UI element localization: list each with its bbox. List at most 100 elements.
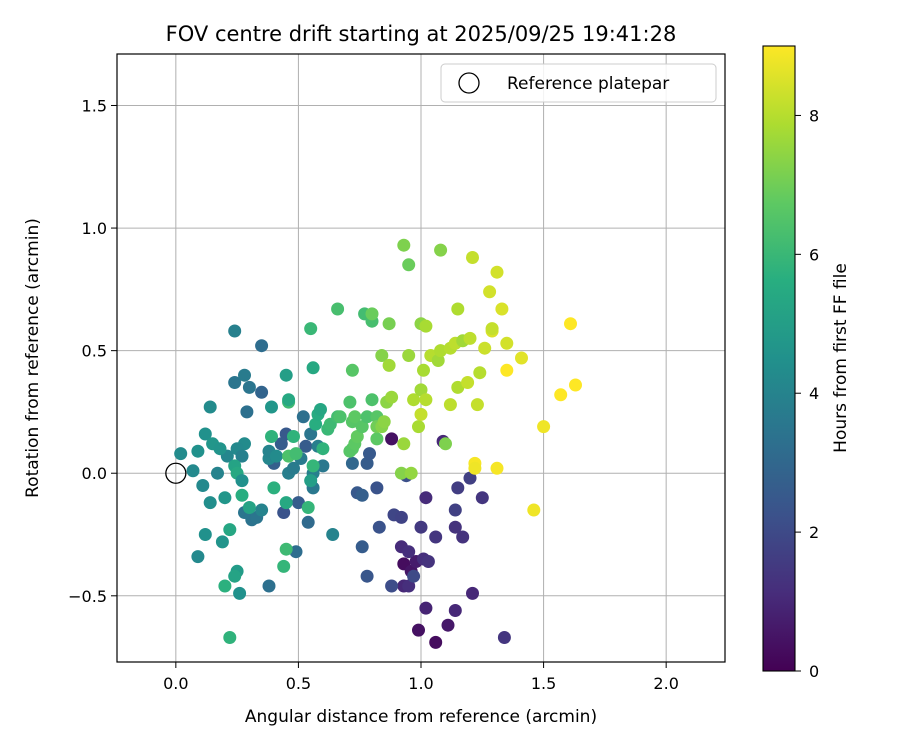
colorbar-tick-label: 8 (809, 106, 819, 125)
scatter-point (304, 427, 318, 441)
scatter-point (345, 363, 359, 377)
scatter-point (419, 491, 433, 505)
scatter-point (456, 530, 470, 544)
x-axis-ticks: 0.0 0.5 1.0 1.5 2.0 (163, 662, 679, 693)
scatter-point (500, 336, 514, 350)
scatter-point (485, 322, 499, 336)
scatter-point (287, 461, 300, 475)
scatter-point (203, 400, 217, 414)
scatter-point (306, 361, 320, 375)
reference-marker-group (165, 462, 187, 484)
legend: Reference platepar (440, 63, 717, 103)
scatter-point (265, 400, 278, 414)
x-axis-label: Angular distance from reference (arcmin) (245, 707, 597, 727)
scatter-point (475, 491, 489, 505)
scatter-point (397, 238, 411, 252)
scatter-point (402, 579, 416, 593)
scatter-point (463, 471, 477, 485)
scatter-point (537, 420, 551, 434)
scatter-point (375, 349, 389, 362)
legend-reference-marker (458, 72, 480, 94)
colorbar-tick-label: 0 (809, 662, 819, 681)
scatter-point (228, 569, 242, 583)
scatter-point (466, 586, 479, 600)
scatter-point (350, 430, 364, 443)
colorbar (762, 45, 796, 672)
scatter-point (363, 447, 376, 461)
chart-title: FOV centre drift starting at 2025/09/25 … (166, 22, 677, 46)
x-tick-label: 1.5 (531, 674, 556, 693)
scatter-point (414, 383, 428, 397)
scatter-point (407, 569, 421, 583)
scatter-point (235, 449, 249, 463)
scatter-point (279, 542, 293, 556)
scatter-point (385, 432, 399, 446)
scatter-point (434, 243, 448, 257)
scatter-point (186, 464, 200, 478)
scatter-point (218, 579, 232, 593)
scatter-point (355, 540, 369, 554)
scatter-point (333, 410, 347, 424)
scatter-point (360, 569, 374, 583)
scatter-point (331, 302, 345, 316)
scatter-point (441, 618, 455, 632)
scatter-point (419, 601, 433, 615)
scatter-point (279, 368, 293, 382)
scatter-point (316, 459, 330, 473)
grid-lines (117, 54, 725, 662)
scatter-point (242, 380, 256, 394)
colorbar-ticks: 0 2 4 6 8 (795, 106, 819, 681)
scatter-point (326, 528, 340, 541)
scatter-point (365, 307, 379, 321)
scatter-point (473, 366, 487, 380)
scatter-point (372, 520, 386, 534)
scatter-point (296, 410, 310, 424)
scatter-point (515, 351, 528, 365)
scatter-point (495, 302, 509, 316)
scatter-point (385, 579, 399, 593)
scatter-point (385, 390, 399, 404)
scatter-point (370, 481, 384, 495)
colorbar-tick-label: 4 (809, 384, 819, 403)
scatter-point (527, 503, 541, 517)
y-tick-label: 1.5 (82, 96, 107, 115)
scatter-point (198, 528, 212, 541)
scatter-point (554, 388, 568, 402)
scatter-point (301, 515, 315, 529)
scatter-point (429, 635, 443, 649)
scatter-point (500, 363, 514, 377)
scatter-point (314, 403, 327, 416)
scatter-point (289, 447, 303, 461)
scatter-point (309, 417, 323, 431)
scatter-point (397, 437, 411, 451)
scatter-point (345, 456, 359, 470)
scatter-point (196, 479, 210, 492)
scatter-point (483, 285, 497, 299)
scatter-point (304, 322, 318, 336)
scatter-point (466, 251, 479, 264)
scatter-point (316, 442, 330, 456)
scatter-point (382, 358, 396, 372)
scatter-point (419, 319, 433, 333)
scatter-point (402, 349, 416, 362)
x-tick-label: 2.0 (653, 674, 678, 693)
scatter-point (233, 586, 247, 600)
scatter-point (412, 420, 425, 434)
scatter-point (370, 432, 384, 446)
scatter-point (348, 410, 362, 424)
scatter-point (277, 559, 291, 573)
scatter-point (490, 461, 504, 475)
scatter-point (198, 427, 212, 441)
scatter-point (255, 503, 269, 517)
scatter-point (448, 503, 462, 517)
scatter-point (228, 324, 242, 338)
scatter-point (564, 317, 577, 331)
scatter-point (443, 398, 457, 412)
scatter-point (402, 545, 416, 559)
x-tick-label: 0.5 (286, 674, 311, 693)
scatter-point (265, 430, 278, 443)
scatter-point (394, 466, 408, 480)
scatter-point (262, 579, 276, 593)
legend-box (440, 63, 717, 103)
